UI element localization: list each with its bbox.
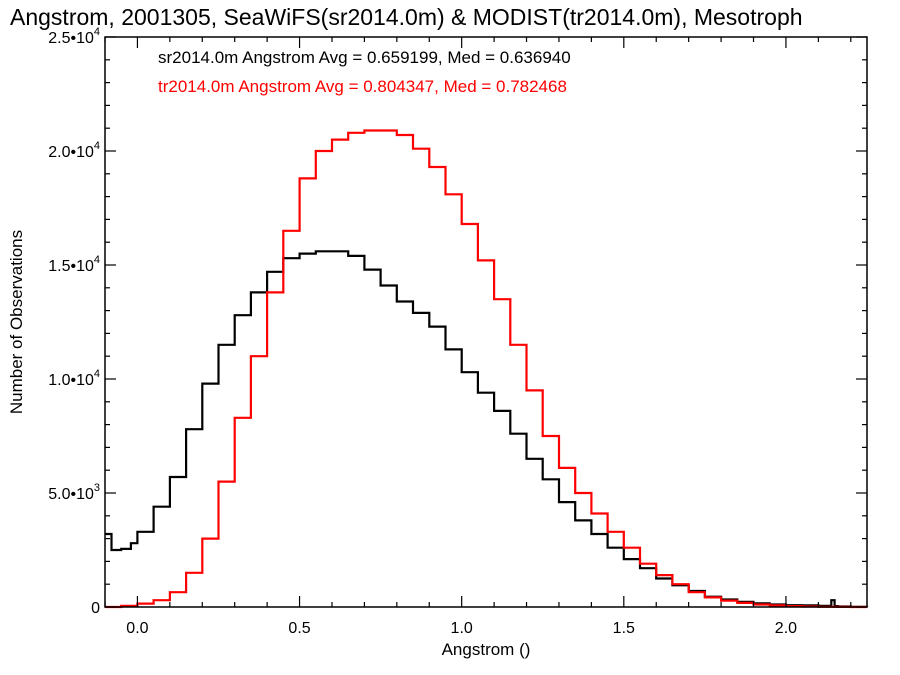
series-line-2 <box>105 129 867 609</box>
y-tick-label: 1.0•104 <box>48 368 100 389</box>
x-tick-label: 2.0 <box>775 620 797 637</box>
series-line-1 <box>105 250 869 608</box>
y-tick-label: 1.5•104 <box>48 254 100 275</box>
y-tick-label: 0 <box>91 600 100 617</box>
plot-series <box>105 129 869 609</box>
y-tick-label: 2.0•104 <box>48 140 100 161</box>
y-tick-label: 2.5•104 <box>48 26 100 47</box>
y-tick-label: 5.0•103 <box>48 482 100 503</box>
x-tick-label: 0.0 <box>126 620 148 637</box>
annotation-tr2014: tr2014.0m Angstrom Avg = 0.804347, Med =… <box>158 77 567 96</box>
plot-frame <box>104 36 868 608</box>
axis-ticks: 0.0 0.5 1.0 1.5 2.0 0 5.0•103 1.0•104 1.5•104 2.0… <box>48 26 867 637</box>
x-axis-label: Angstrom () <box>442 640 531 659</box>
x-tick-label: 1.5 <box>613 620 635 637</box>
chart-title: Angstrom, 2001305, SeaWiFS(sr2014.0m) & … <box>10 4 803 30</box>
y-axis-label: Number of Observations <box>7 230 26 414</box>
annotation-sr2014: sr2014.0m Angstrom Avg = 0.659199, Med =… <box>158 48 571 67</box>
x-tick-label: 0.5 <box>288 620 310 637</box>
x-tick-label: 1.0 <box>451 620 473 637</box>
